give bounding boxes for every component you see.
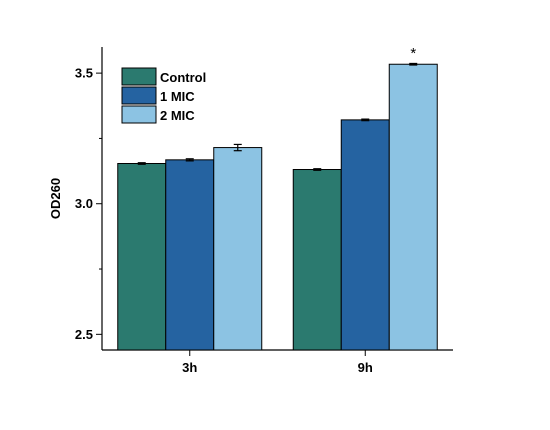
legend-swatch xyxy=(121,86,157,105)
bar-3h-2-mic xyxy=(213,147,263,351)
y-tick-label: 2.5 xyxy=(75,327,93,342)
tick-labels: 2.5 3.0 3.5 OD260 3h 9h xyxy=(48,66,373,375)
bar-3h-1-mic xyxy=(165,159,215,351)
bar-3h-control xyxy=(117,162,167,351)
annotations: * xyxy=(410,45,416,62)
x-tick-label: 9h xyxy=(358,360,373,375)
error-bar xyxy=(137,162,146,165)
error-bar xyxy=(409,62,418,66)
legend-label: 2 MIC xyxy=(160,108,195,123)
x-tick-label: 3h xyxy=(182,360,197,375)
y-tick-label: 3.0 xyxy=(75,196,93,211)
legend-label: Control xyxy=(160,70,206,85)
error-bar xyxy=(185,158,194,162)
error-bar xyxy=(361,118,370,122)
significance-marker: * xyxy=(410,45,416,62)
bar-9h-2-mic xyxy=(388,63,438,351)
error-bars xyxy=(137,62,418,171)
legend-swatch xyxy=(121,67,157,86)
legend-swatch xyxy=(121,105,157,124)
bar-9h-1-mic xyxy=(340,119,390,351)
legend-label: 1 MIC xyxy=(160,89,195,104)
bar-9h-control xyxy=(292,169,342,351)
y-tick-label: 3.5 xyxy=(75,66,93,81)
error-bar xyxy=(233,143,242,152)
y-axis-title: OD260 xyxy=(48,178,63,219)
error-bar xyxy=(313,168,322,171)
bars xyxy=(117,63,438,351)
legend: Control 1 MIC 2 MIC xyxy=(121,67,206,124)
